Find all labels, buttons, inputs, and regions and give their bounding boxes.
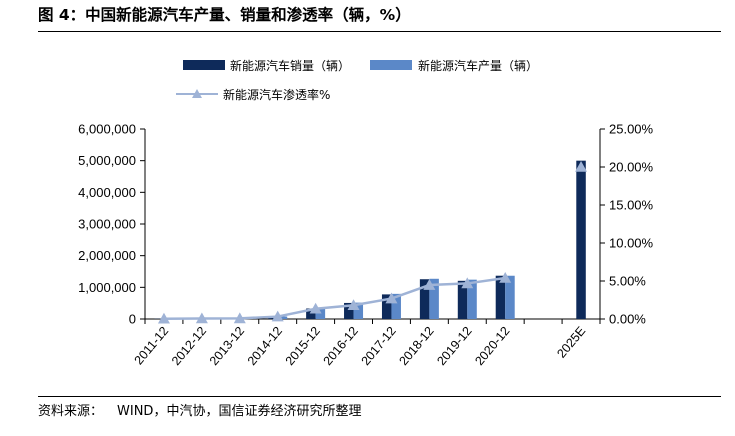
legend-swatch-production [370, 60, 412, 70]
legend-label-sales: 新能源汽车销量（辆） [230, 58, 350, 73]
bar-sales [495, 275, 506, 319]
y-right-tick-label: 0.00% [609, 312, 646, 327]
top-rule [38, 31, 721, 32]
x-tick-label: 2020-12 [472, 324, 512, 368]
y-right-tick-label: 15.00% [609, 198, 654, 213]
y-left-tick-label: 2,000,000 [78, 248, 136, 263]
bar-production [353, 302, 364, 319]
bar-sales [576, 160, 586, 319]
y-left-tick-label: 4,000,000 [78, 185, 136, 200]
legend-swatch-sales [183, 60, 225, 70]
x-tick-label: 2014-12 [245, 324, 285, 368]
bar-production [429, 278, 439, 319]
bar-sales [419, 279, 430, 319]
y-right-tick-label: 25.00% [609, 122, 654, 137]
point-penetration [157, 312, 170, 324]
x-tick-label: 2025E [554, 324, 588, 361]
point-penetration [499, 271, 512, 283]
point-penetration [271, 310, 284, 322]
y-right-tick-label: 10.00% [609, 236, 654, 251]
x-tick-label: 2016-12 [321, 324, 361, 368]
x-tick-label: 2017-12 [359, 324, 399, 368]
legend: 新能源汽车销量（辆） 新能源汽车产量（辆） 新能源汽车渗透率% [176, 58, 538, 102]
point-penetration [195, 312, 208, 324]
plot-area: 0 1,000,000 2,000,000 3,000,000 4,000,000 5,0… [78, 122, 653, 369]
y-left-tick-label: 1,000,000 [78, 280, 136, 295]
source-label: 资料来源： [38, 404, 104, 419]
bar-production [505, 275, 515, 319]
bar-sales [381, 294, 392, 319]
y-left-tick-label: 3,000,000 [78, 217, 136, 232]
y-left-tick-label: 5,000,000 [78, 153, 136, 168]
point-penetration [423, 279, 436, 290]
x-tick-label: 2013-12 [207, 324, 247, 368]
y-left-tick-label: 0 [129, 312, 136, 327]
y-right-tick-label: 5.00% [609, 274, 646, 289]
bar-production [467, 279, 477, 319]
source-text: WIND，中汽协，国信证券经济研究所整理 [117, 404, 362, 419]
x-tick-label: 2015-12 [283, 324, 323, 368]
bar-production [277, 316, 288, 319]
y-left-tick-label: 6,000,000 [78, 122, 136, 137]
point-penetration [385, 292, 398, 304]
series-line-penetration [163, 276, 506, 320]
x-tick-label: 2019-12 [434, 324, 474, 368]
chart: 新能源汽车销量（辆） 新能源汽车产量（辆） 新能源汽车渗透率% 0 1,000,0… [78, 58, 653, 369]
legend-label-production: 新能源汽车产量（辆） [418, 58, 538, 73]
bar-production [391, 293, 401, 319]
bar-production [315, 308, 326, 319]
figure-title: 图 4：中国新能源汽车产量、销量和渗透率（辆，%） [38, 6, 411, 24]
bar-sales [344, 302, 354, 319]
point-penetration [233, 312, 246, 324]
legend-label-penetration: 新能源汽车渗透率% [223, 87, 330, 102]
bar-sales [306, 308, 316, 319]
point-penetration [575, 161, 588, 172]
x-tick-label: 2012-12 [169, 324, 209, 368]
point-penetration [309, 302, 322, 314]
point-penetration [347, 299, 360, 311]
point-penetration [461, 277, 474, 289]
x-tick-label: 2018-12 [396, 324, 436, 368]
bar-sales [457, 280, 468, 319]
bottom-rule [38, 396, 721, 397]
y-right-tick-label: 20.00% [609, 160, 654, 175]
legend-swatch-penetration-marker [192, 89, 202, 98]
x-tick-label: 2011-12 [132, 324, 172, 367]
source-note: 资料来源： WIND，中汽协，国信证券经济研究所整理 [38, 400, 361, 419]
